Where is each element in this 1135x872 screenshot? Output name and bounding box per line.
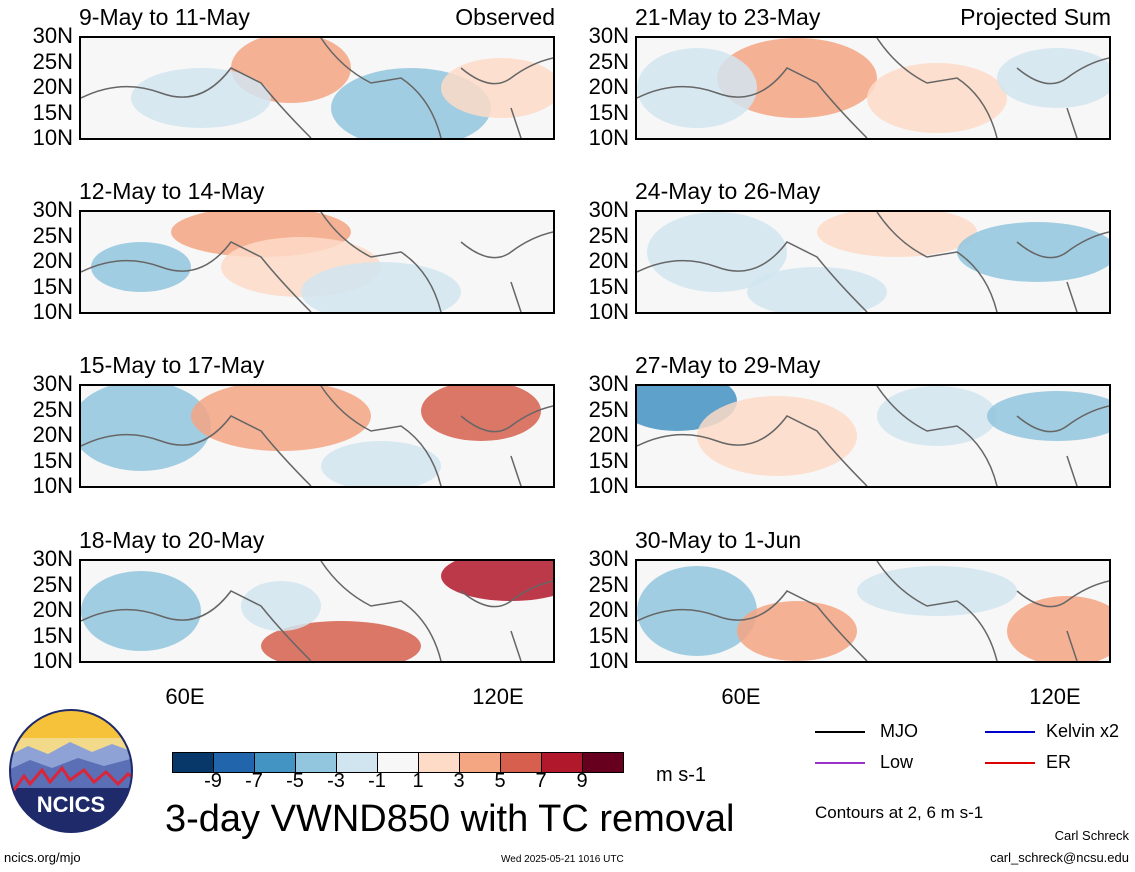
panel-title: 9-May to 11-May (79, 4, 250, 31)
lat-label: 15N (569, 276, 629, 298)
panel-title: 21-May to 23-May (635, 4, 820, 31)
map-panel (79, 210, 555, 314)
colorbar-tick-label: -7 (245, 770, 263, 793)
legend-er-label: ER (1046, 752, 1071, 773)
colorbar-tick-label: -9 (204, 770, 222, 793)
main-title: 3-day VWND850 with TC removal (165, 798, 734, 841)
lat-label: 10N (569, 650, 629, 672)
website-link[interactable]: ncics.org/mjo (4, 850, 81, 865)
panel-title: 27-May to 29-May (635, 352, 820, 379)
lat-label: 20N (13, 76, 73, 98)
lat-label: 10N (569, 301, 629, 323)
panel-tag: Projected Sum (851, 4, 1111, 31)
logo-text: NCICS (8, 792, 134, 818)
lat-label: 10N (569, 127, 629, 149)
map-panel (79, 384, 555, 488)
legend-er-line (985, 762, 1035, 764)
colorbar-tick-label: 3 (453, 770, 464, 793)
lat-label: 20N (13, 599, 73, 621)
lat-label: 15N (569, 625, 629, 647)
lat-label: 15N (569, 450, 629, 472)
lat-label: 30N (569, 548, 629, 570)
map-panel (635, 384, 1111, 488)
lon-label-60e-left: 60E (165, 684, 204, 710)
lat-label: 15N (13, 625, 73, 647)
lat-label: 25N (13, 51, 73, 73)
lat-label: 30N (13, 548, 73, 570)
panel-title: 30-May to 1-Jun (635, 527, 801, 554)
panel-tag: Observed (295, 4, 555, 31)
colorbar-tick-label: 9 (576, 770, 587, 793)
lon-label-120e-right: 120E (1029, 684, 1080, 710)
lat-label: 20N (569, 76, 629, 98)
lat-label: 25N (569, 574, 629, 596)
colorbar-tick-label: 1 (412, 770, 423, 793)
contour-note: Contours at 2, 6 m s-1 (815, 803, 983, 823)
lat-label: 30N (13, 25, 73, 47)
author: Carl Schreck (1055, 828, 1129, 843)
legend-kelvin-line (985, 731, 1035, 733)
lat-label: 30N (569, 373, 629, 395)
map-panel (79, 36, 555, 140)
author-email: carl_schreck@ncsu.edu (990, 850, 1129, 865)
panel-title: 12-May to 14-May (79, 178, 264, 205)
lat-label: 25N (13, 225, 73, 247)
colorbar-tick-label: 7 (535, 770, 546, 793)
lat-label: 20N (13, 424, 73, 446)
lat-label: 30N (569, 199, 629, 221)
colorbar-tick-label: -1 (368, 770, 386, 793)
timestamp: Wed 2025-05-21 1016 UTC (501, 854, 624, 865)
lon-label-60e-right: 60E (721, 684, 760, 710)
lat-label: 25N (569, 399, 629, 421)
lat-label: 30N (13, 199, 73, 221)
lat-label: 15N (13, 102, 73, 124)
legend-kelvin-label: Kelvin x2 (1046, 721, 1119, 742)
lat-label: 20N (569, 599, 629, 621)
colorbar (173, 752, 624, 773)
map-panel (635, 36, 1111, 140)
panel-title: 24-May to 26-May (635, 178, 820, 205)
lat-label: 30N (569, 25, 629, 47)
lat-label: 10N (13, 127, 73, 149)
legend-low-label: Low (880, 752, 913, 773)
lat-label: 10N (13, 301, 73, 323)
legend-mjo-line (815, 731, 865, 733)
colorbar-tick-label: 5 (494, 770, 505, 793)
colorbar-unit: m s-1 (656, 764, 706, 787)
lat-label: 15N (13, 450, 73, 472)
lat-label: 25N (569, 51, 629, 73)
lat-label: 20N (569, 424, 629, 446)
map-panel (635, 559, 1111, 663)
colorbar-tick-label: -3 (327, 770, 345, 793)
lat-label: 10N (569, 475, 629, 497)
lat-label: 25N (13, 574, 73, 596)
map-panel (635, 210, 1111, 314)
lat-label: 15N (569, 102, 629, 124)
colorbar-swatch (582, 752, 624, 773)
legend-mjo-label: MJO (880, 721, 918, 742)
lon-label-120e-left: 120E (472, 684, 523, 710)
lat-label: 25N (13, 399, 73, 421)
lat-label: 15N (13, 276, 73, 298)
lat-label: 20N (13, 250, 73, 272)
lat-label: 10N (13, 650, 73, 672)
ncics-logo: NCICS (8, 708, 134, 834)
panel-title: 18-May to 20-May (79, 527, 264, 554)
legend-low-line (815, 762, 865, 764)
panel-title: 15-May to 17-May (79, 352, 264, 379)
colorbar-tick-label: -5 (286, 770, 304, 793)
lat-label: 25N (569, 225, 629, 247)
lat-label: 30N (13, 373, 73, 395)
lat-label: 20N (569, 250, 629, 272)
map-panel (79, 559, 555, 663)
lat-label: 10N (13, 475, 73, 497)
